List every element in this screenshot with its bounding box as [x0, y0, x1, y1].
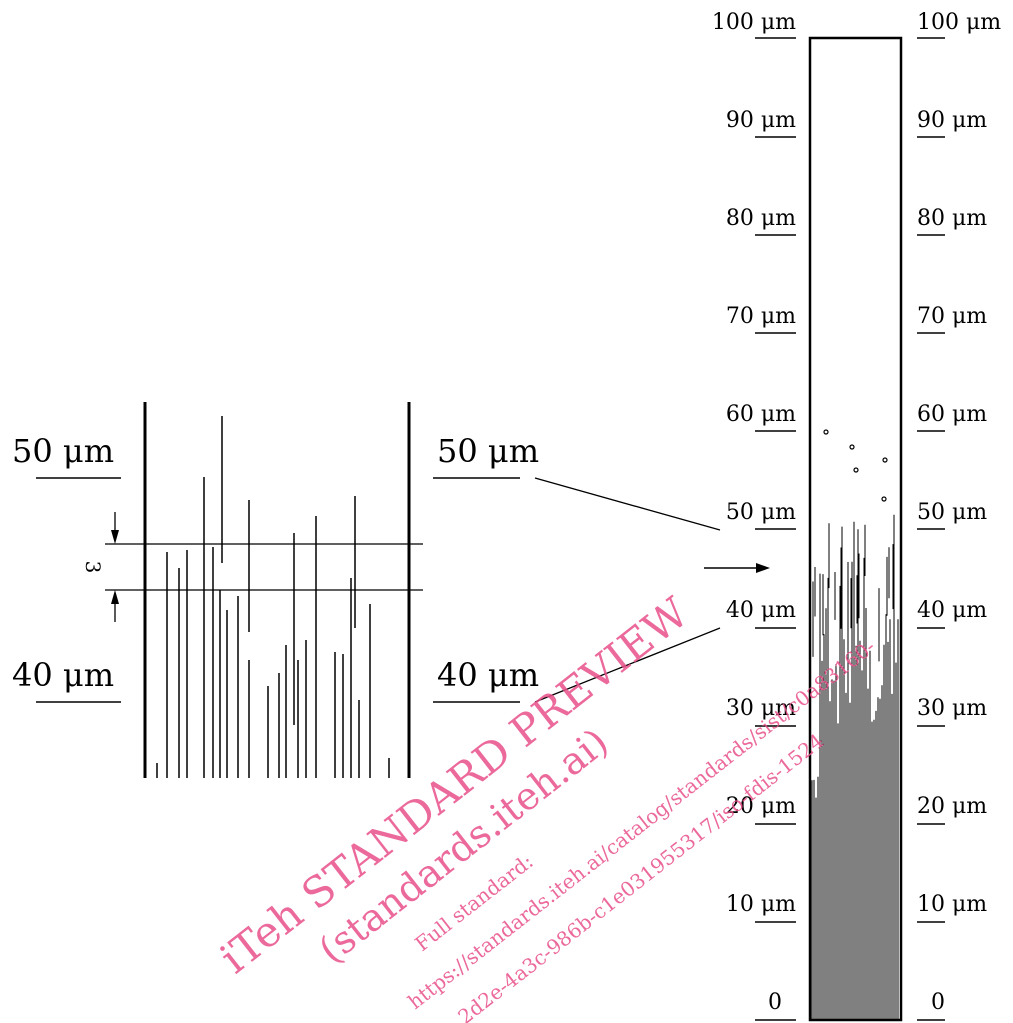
particle-dot [882, 457, 888, 463]
scale-label-right-60: 60 μm [917, 402, 987, 427]
scale-label-left-60: 60 μm [726, 402, 796, 427]
gauge-scale: 100 μm 90 μm 80 μm 70 μm 60 μm 50 μm 40 … [704, 10, 1001, 1022]
particle-dot [853, 467, 859, 473]
particle-dot [881, 496, 887, 502]
particle-dot [849, 444, 855, 450]
detail-label-upper-right: 50 μm [437, 432, 539, 470]
arrow-up-icon [111, 590, 119, 604]
scale-label-left-40: 40 μm [726, 598, 796, 623]
detail-label-lower-right: 40 μm [437, 656, 539, 694]
particle-dot [823, 429, 829, 435]
lower-connector [534, 627, 721, 703]
reading-arrow [704, 563, 770, 573]
scale-label-left-80: 80 μm [726, 206, 796, 231]
scale-label-left-30: 30 μm [726, 696, 796, 721]
scale-ticks-left [755, 37, 796, 1021]
enlarged-detail: 50 μm 50 μm 40 μm 40 μm 3 [12, 402, 539, 778]
scale-label-left-20: 20 μm [726, 794, 796, 819]
scale-label-right-80: 80 μm [917, 206, 987, 231]
gauge-streaks [811, 514, 899, 1019]
scale-label-right-50: 50 μm [917, 500, 987, 525]
detail-label-upper-left: 50 μm [12, 432, 114, 470]
scale-label-left-10: 10 μm [726, 892, 796, 917]
scale-label-left-70: 70 μm [726, 304, 796, 329]
gauge-channel [808, 36, 903, 1022]
scale-label-right-0: 0 [931, 990, 945, 1015]
dimension-label: 3 [81, 561, 105, 574]
detail-streaks [156, 416, 390, 778]
scale-label-left-100: 100 μm [712, 10, 796, 35]
upper-connector [534, 477, 721, 531]
detail-label-lower-left: 40 μm [12, 656, 114, 694]
scale-label-right-40: 40 μm [917, 598, 987, 623]
scale-label-right-70: 70 μm [917, 304, 987, 329]
scale-label-left-90: 90 μm [726, 108, 796, 133]
detail-connectors [534, 477, 721, 703]
scale-label-left-0: 0 [768, 990, 782, 1015]
scale-label-right-20: 20 μm [917, 794, 987, 819]
scale-label-right-30: 30 μm [917, 696, 987, 721]
isolated-particles [823, 429, 888, 502]
scale-label-right-90: 90 μm [917, 108, 987, 133]
arrow-down-icon [111, 530, 119, 544]
scale-label-right-10: 10 μm [917, 892, 987, 917]
scale-label-right-100: 100 μm [917, 10, 1001, 35]
dimension-marker: 3 [81, 512, 119, 622]
scale-label-left-50: 50 μm [726, 500, 796, 525]
scale-ticks-right [917, 37, 945, 1021]
